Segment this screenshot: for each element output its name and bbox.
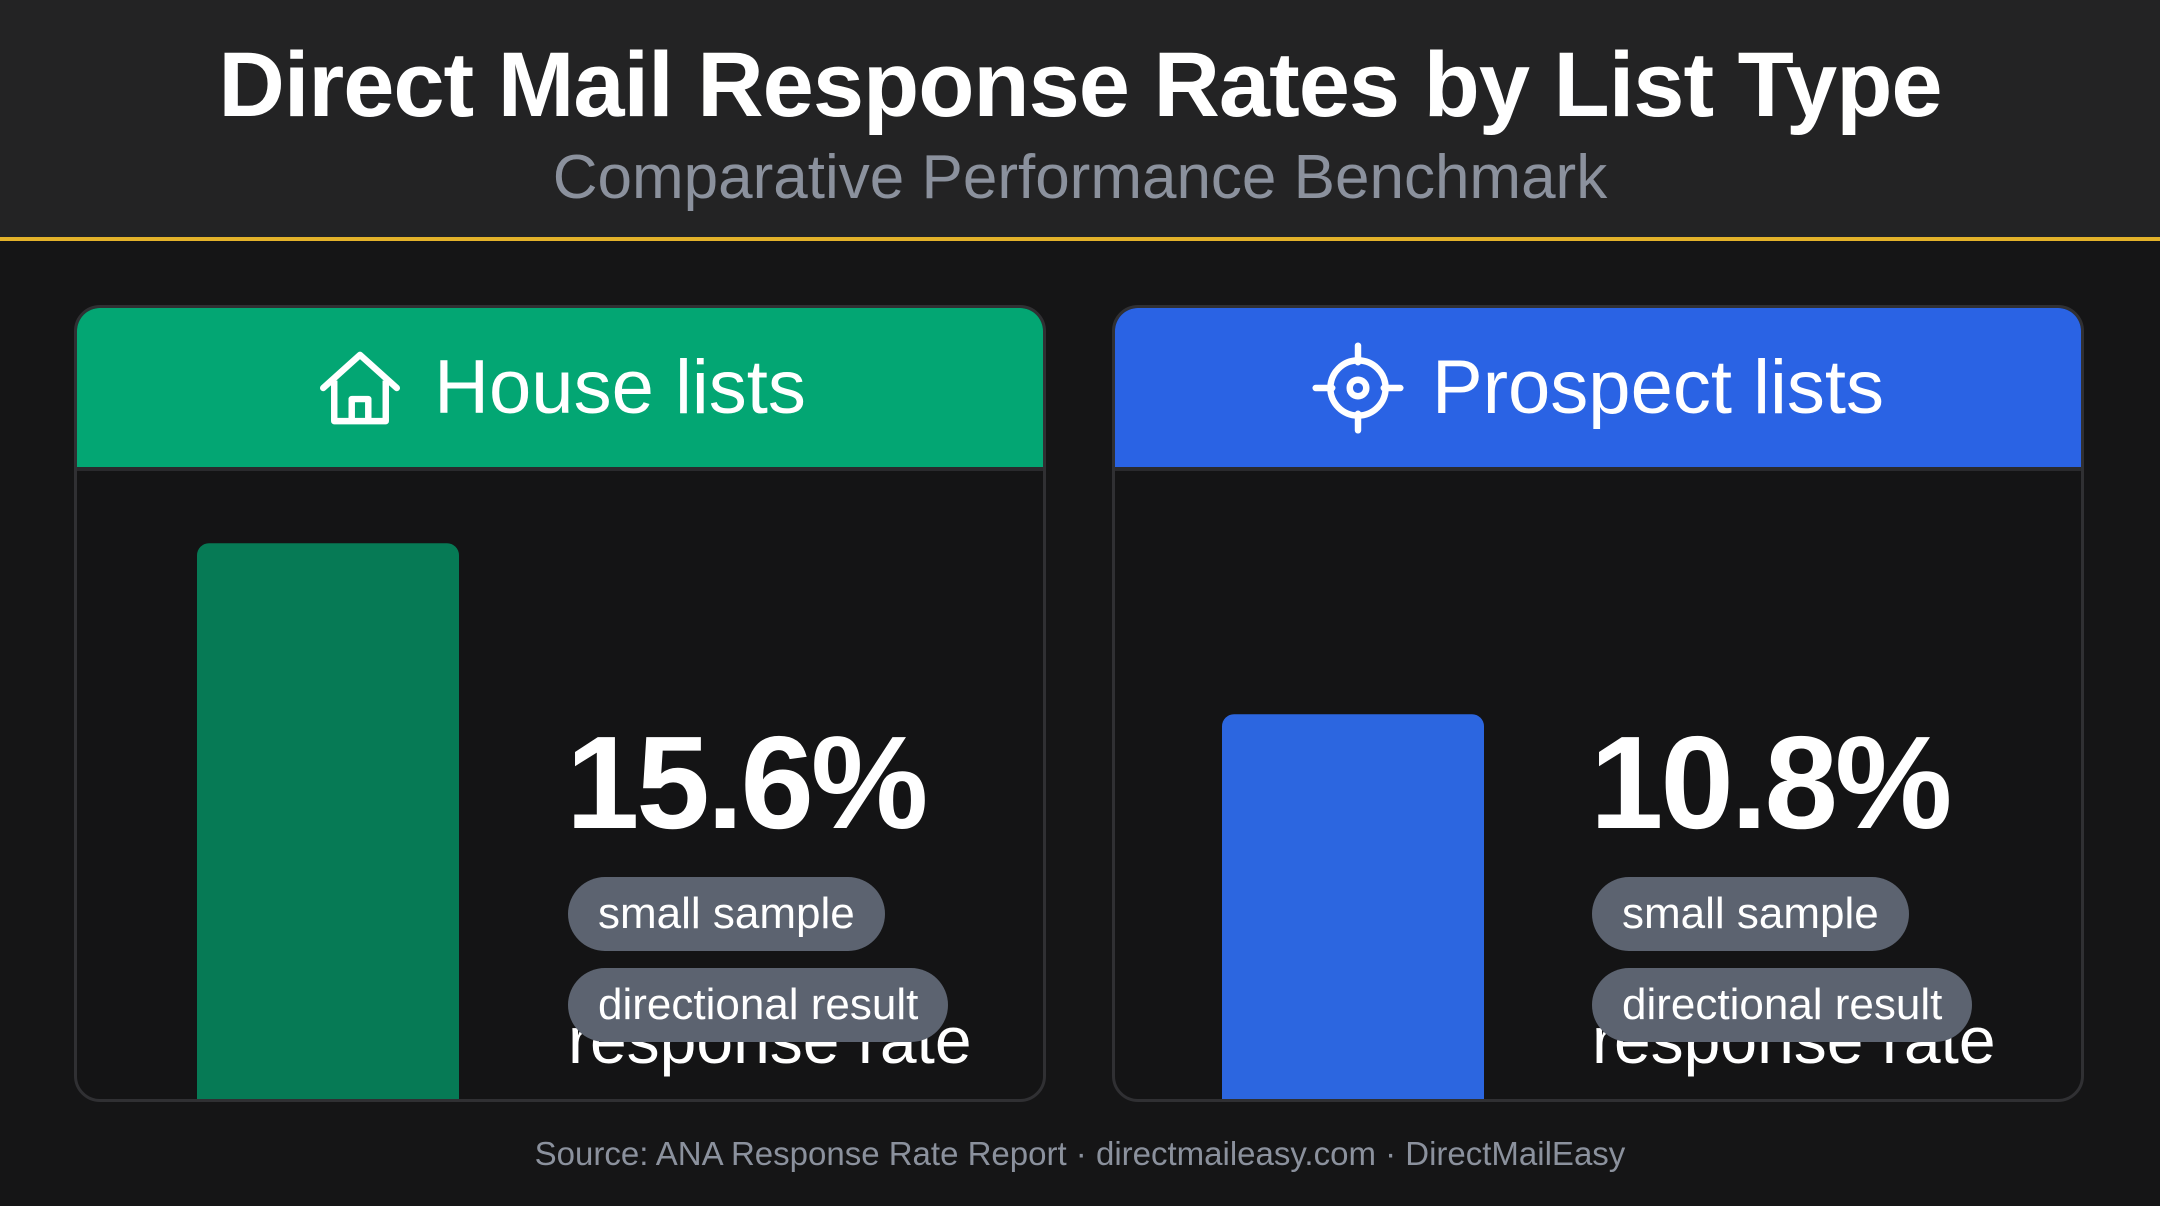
prospect-lists-header: Prospect lists <box>1115 308 2081 471</box>
prospect-lists-plot <box>1115 471 2081 1099</box>
prospect-lists-directional-result-badge: directional result <box>1592 968 1973 1042</box>
chart-title: Direct Mail Response Rates by List Type <box>218 34 1942 136</box>
prospect-lists-small-sample-badge: small sample <box>1592 877 1909 951</box>
house-lists-small-sample-badge: small sample <box>568 877 885 951</box>
house-lists-label: House lists <box>434 344 806 430</box>
prospect-lists-bar <box>1222 714 1484 1099</box>
prospect-lists-label: Prospect lists <box>1432 344 1884 430</box>
home-icon <box>320 351 401 424</box>
prospect-lists-value: 10.8% <box>1590 709 1952 856</box>
source-note: Source: ANA Response Rate Report · direc… <box>534 1135 1626 1172</box>
house-lists-directional-result-badge: directional result <box>568 968 949 1042</box>
chart-subtitle: Comparative Performance Benchmark <box>552 143 1608 212</box>
house-lists-bar-area <box>197 543 459 1099</box>
prospect-lists-bar-area <box>1222 714 1484 1099</box>
house-lists-header: House lists <box>77 308 1043 471</box>
prospect-lists-panel: Prospect lists 10.8% response rate small… <box>1112 305 2084 1102</box>
target-icon <box>1312 341 1404 434</box>
header: Direct Mail Response Rates by List Type … <box>0 0 2160 241</box>
house-lists-plot <box>77 471 1043 1099</box>
house-lists-panel: House lists 15.6% response rate small sa… <box>74 305 1046 1102</box>
house-lists-value: 15.6% <box>566 709 928 856</box>
house-lists-bar <box>197 543 459 1099</box>
